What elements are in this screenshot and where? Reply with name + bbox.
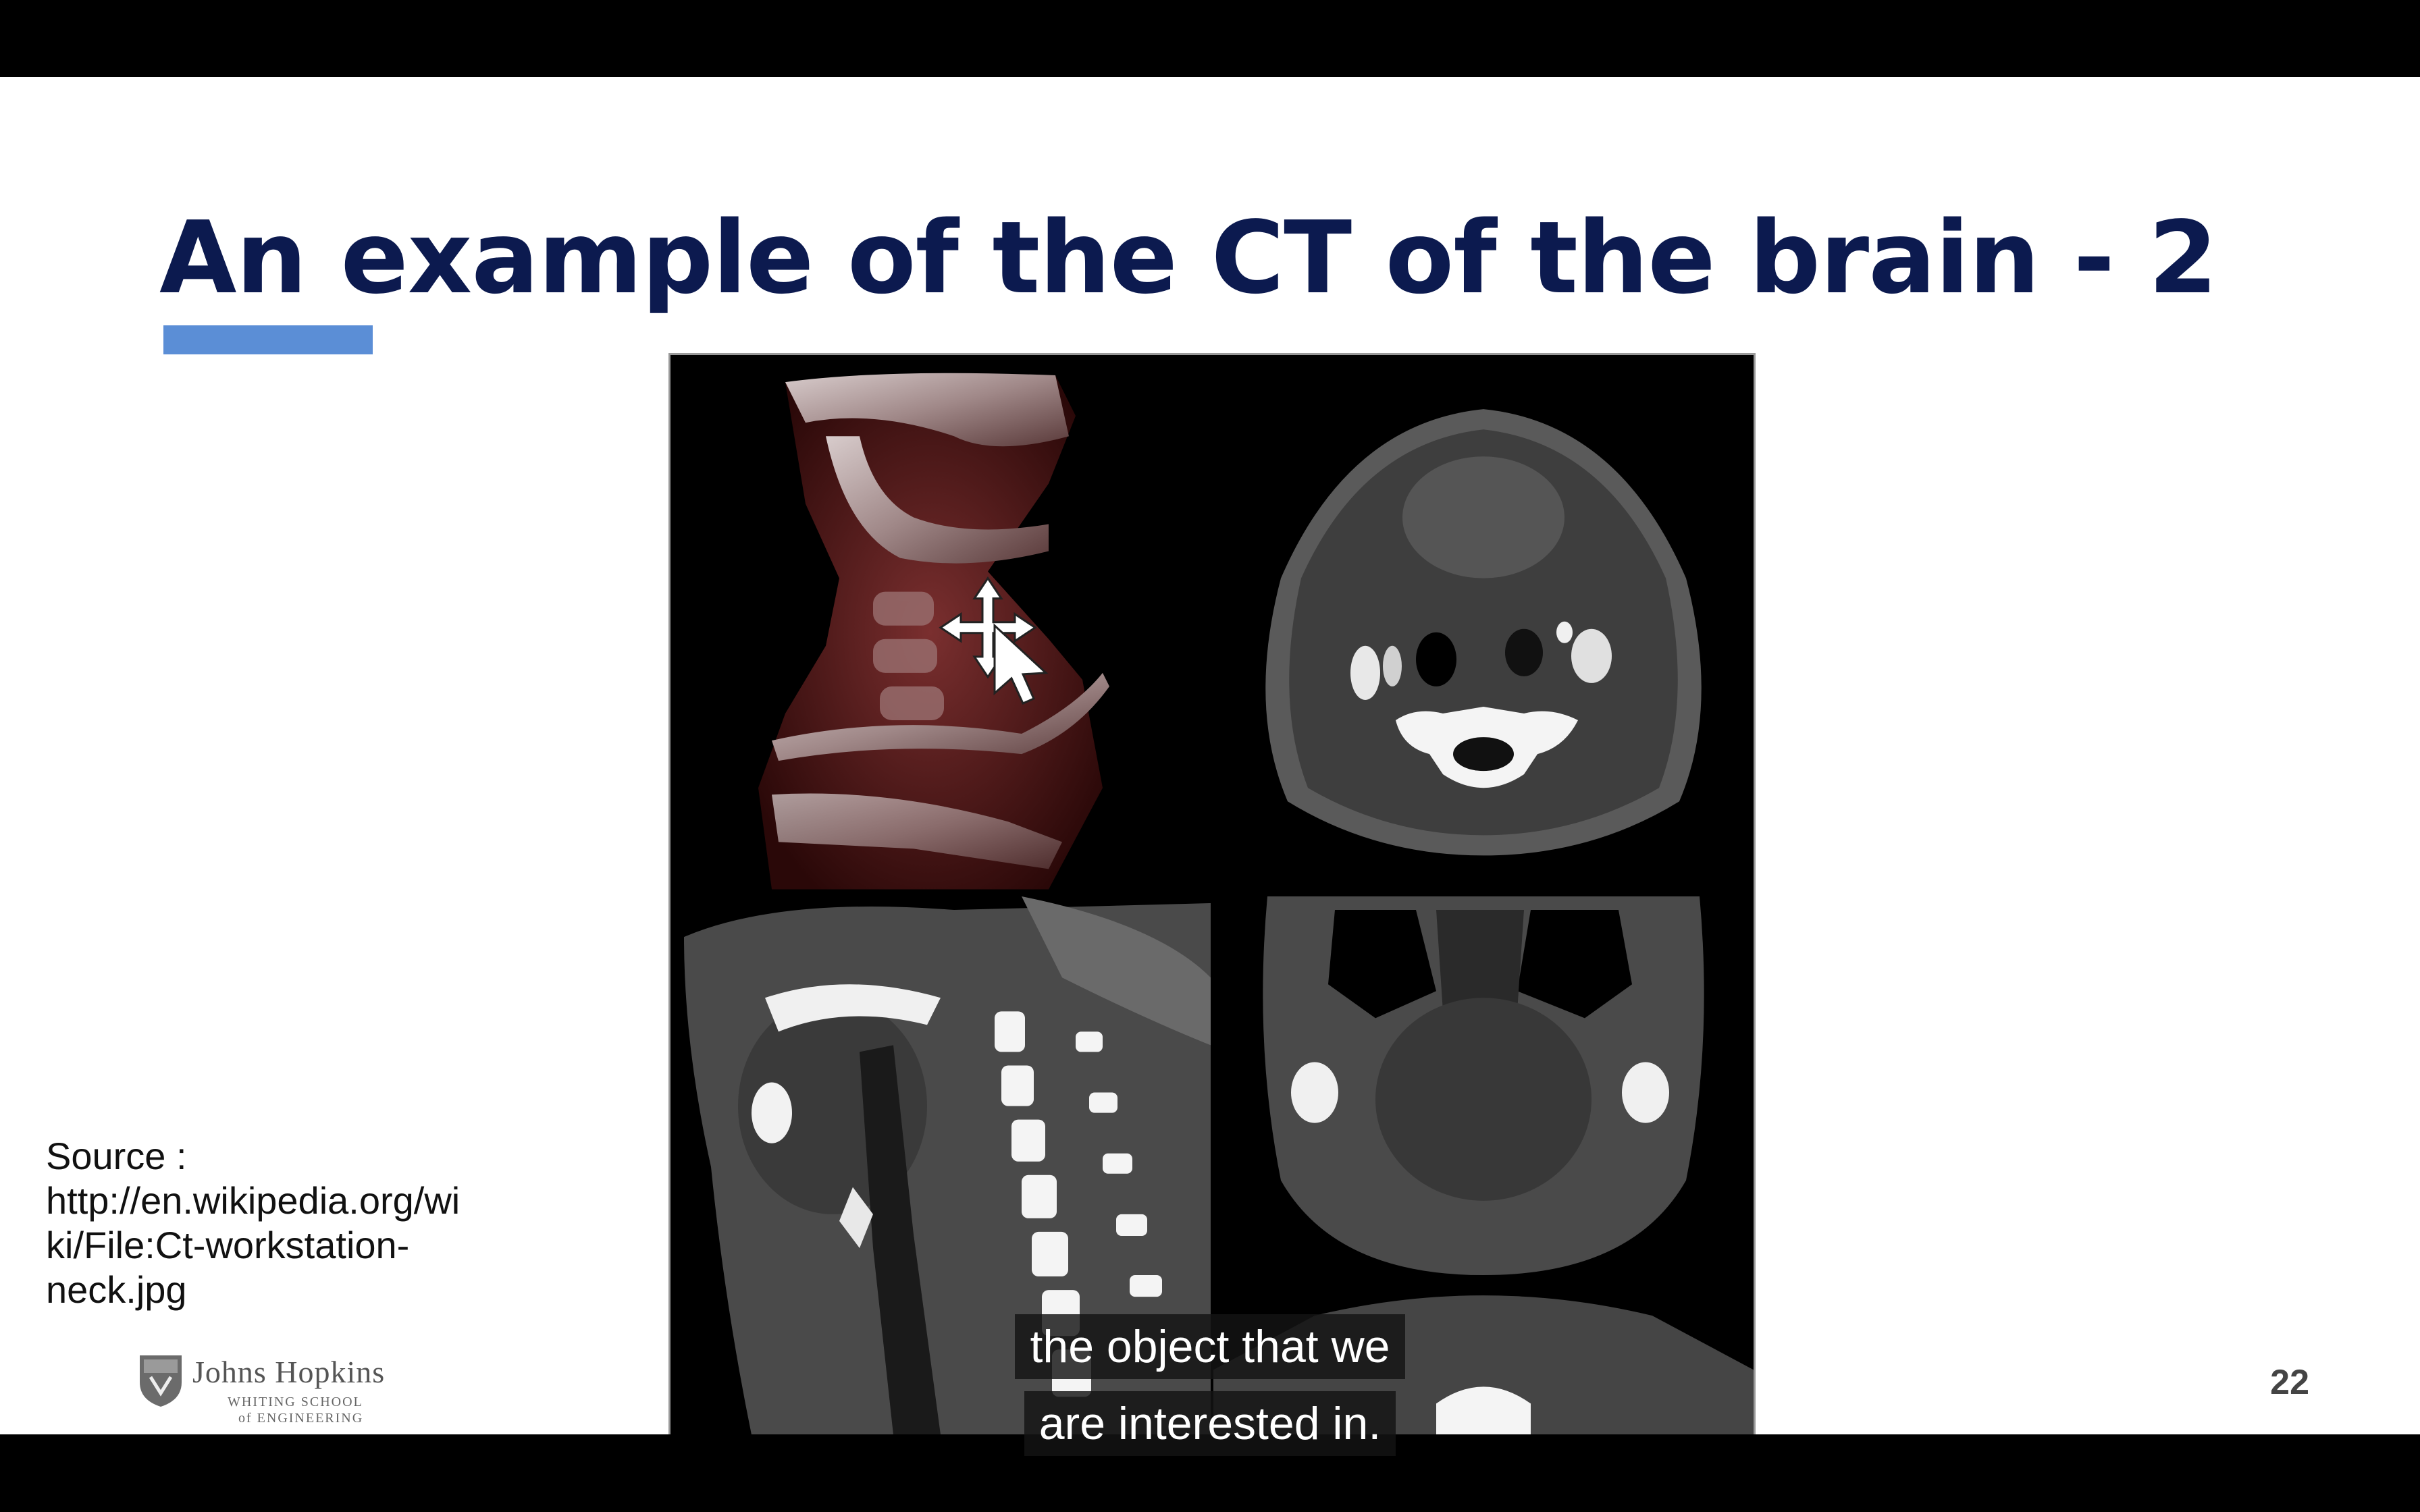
ct-image-grid bbox=[668, 353, 1756, 1434]
ct-axial-slice-panel bbox=[1213, 355, 1754, 894]
slide-title: An example of the CT of the brain - 2 bbox=[159, 200, 2218, 316]
move-cursor-icon bbox=[939, 576, 1049, 705]
ct-3d-render-image bbox=[670, 355, 1211, 894]
logo-subtitle-2: of ENGINEERING bbox=[238, 1411, 364, 1426]
logo-name: Johns Hopkins bbox=[192, 1355, 386, 1389]
johns-hopkins-logo: Johns Hopkins WHITING SCHOOL of ENGINEER… bbox=[137, 1351, 421, 1426]
ct-3d-render-panel bbox=[670, 355, 1211, 894]
image-source-citation: Source : http://en.wikipedia.org/wi ki/F… bbox=[46, 1134, 505, 1312]
video-subtitles: the object that we are interested in. bbox=[0, 1314, 2420, 1456]
logo-subtitle-1: WHITING SCHOOL bbox=[228, 1395, 363, 1409]
subtitle-line-1: the object that we bbox=[1015, 1314, 1405, 1379]
ct-sagittal-slice-panel bbox=[670, 896, 1211, 1434]
slide: An example of the CT of the brain - 2 bbox=[0, 77, 2420, 1434]
subtitle-line-2: are interested in. bbox=[1024, 1391, 1396, 1456]
slide-page-number: 22 bbox=[2270, 1363, 2309, 1402]
source-line: http://en.wikipedia.org/wi bbox=[46, 1179, 461, 1222]
source-line: Source : bbox=[46, 1135, 187, 1177]
university-shield-icon bbox=[140, 1355, 182, 1407]
source-line: neck.jpg bbox=[46, 1268, 187, 1311]
ct-sagittal-slice-image bbox=[670, 896, 1211, 1434]
source-line: ki/File:Ct-workstation- bbox=[46, 1224, 410, 1266]
title-accent-bar bbox=[163, 325, 373, 354]
letterbox-top bbox=[0, 0, 2420, 77]
ct-axial-slice-image bbox=[1213, 355, 1754, 894]
